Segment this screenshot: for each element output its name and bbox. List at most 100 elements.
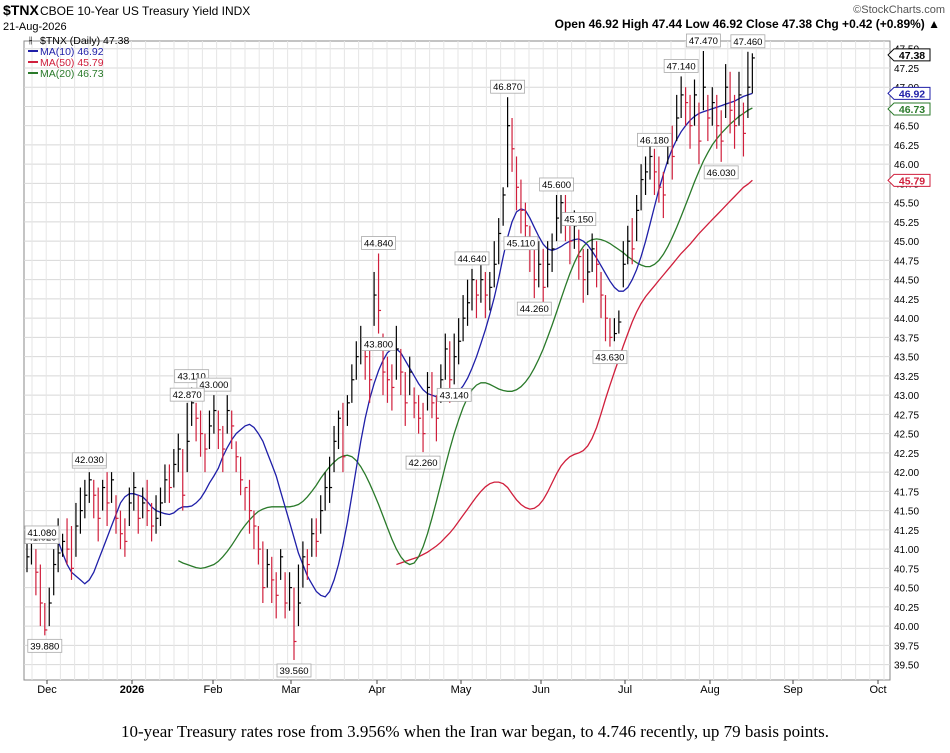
ohlc-bar: [471, 268, 475, 311]
ohlc-bar: [511, 117, 515, 172]
ohlc-bar: [578, 229, 582, 280]
ohlc-bar: [729, 71, 733, 134]
annotation-text: 46.870: [493, 82, 522, 93]
annotation-text: 41.080: [27, 528, 56, 539]
ohlc-bar: [613, 318, 617, 342]
ohlc-bar: [716, 94, 720, 149]
annotation-box: [592, 350, 628, 365]
ohlc-bar: [315, 518, 319, 557]
ohlc-bar: [146, 479, 150, 527]
y-tick-label: 41.25: [894, 526, 919, 537]
ohlc-bar: [204, 433, 208, 473]
legend-label: MA(10) 46.92: [40, 46, 104, 58]
annotation-box: [686, 33, 721, 48]
ohlc-bar: [493, 241, 497, 288]
legend-label: MA(50) 45.79: [40, 57, 104, 69]
ohlc-bar: [306, 549, 310, 580]
x-tick-label: Dec: [37, 684, 57, 696]
ohlc-bar: [284, 572, 288, 619]
annotation-box: [663, 59, 699, 73]
annotation-label: 45.110: [503, 236, 539, 251]
ohlc-bar: [110, 472, 115, 503]
ohlc-bar: [377, 253, 382, 334]
ohlc-bar: [337, 410, 341, 450]
ohlc-bar: [466, 279, 471, 326]
annotation-box: [361, 236, 396, 250]
ohlc-bar: [747, 51, 751, 118]
y-tick-label: 46.00: [894, 160, 919, 171]
annotation-box: [561, 212, 597, 227]
ohlc-bar: [369, 348, 373, 403]
annotation-box: [71, 452, 107, 467]
annotation-label: 39.560: [276, 663, 312, 678]
ohlc-bar: [560, 194, 564, 234]
ohlc-bar: [213, 395, 217, 434]
ohlc-bar: [662, 171, 666, 219]
plot-frame: [23, 40, 891, 681]
ohlc-bar: [591, 233, 595, 272]
ohlc-bar: [595, 241, 600, 288]
y-tick-label: 41.00: [894, 545, 919, 556]
ohlc-bar: [177, 433, 181, 473]
ohlc-bar: [373, 271, 377, 326]
ohlc-bar: [151, 502, 155, 542]
y-tick-label: 42.50: [894, 430, 919, 441]
y-tick-label: 46.50: [894, 122, 919, 133]
ohlc-bar: [475, 279, 479, 319]
ohlc-bar: [164, 464, 168, 503]
annotation-label: 42.870: [169, 387, 205, 402]
ohlc-bar: [489, 271, 493, 311]
ohlc-bar: [649, 141, 653, 180]
annotation-text: 47.470: [689, 36, 718, 47]
annotation-text: 43.140: [440, 390, 469, 401]
ohlc-bar: [342, 402, 346, 473]
ohlc-bar: [693, 79, 697, 126]
ohlc-bar: [302, 541, 306, 588]
ohlc-bar: [280, 549, 284, 580]
ohlc-bar: [658, 156, 662, 203]
annotation-text: 44.840: [364, 238, 393, 249]
ohlc-bar: [413, 387, 417, 419]
ohlc-bar: [711, 87, 715, 126]
ohlc-bar: [484, 271, 488, 319]
annotation-label: 43.140: [436, 387, 472, 402]
annotation-box: [405, 455, 441, 470]
annotation-box: [503, 236, 539, 251]
annotation-text: 46.180: [640, 135, 669, 146]
ohlc-bar: [627, 225, 631, 265]
annotation-label: 43.630: [592, 350, 628, 365]
ohlc-bar: [142, 487, 146, 519]
annotation-text: 44.640: [457, 254, 486, 265]
ohlc-bar: [644, 156, 649, 195]
y-tick-label: 40.25: [894, 603, 919, 614]
annotation-box: [196, 377, 232, 392]
annotation-text: 46.030: [707, 168, 736, 179]
ohlc-bar: [208, 410, 212, 450]
ohlc-bar: [462, 295, 466, 342]
ohlc-bar: [275, 572, 279, 619]
ohlc-bar: [235, 441, 239, 473]
ohlc-bar: [738, 71, 742, 126]
ohlc-bar: [707, 94, 711, 142]
ohlc-bar: [173, 449, 177, 488]
annotation-box: [454, 251, 490, 266]
annotation-label: 39.880: [27, 638, 63, 653]
ohlc-bar: [53, 549, 57, 596]
ohlc-bar: [533, 241, 537, 299]
annotation-text: 45.600: [542, 180, 571, 191]
ohlc-bar: [199, 410, 204, 457]
ohlc-bar: [79, 487, 83, 534]
ohlc-bar: [622, 241, 626, 288]
price-tag-text: 46.92: [899, 88, 925, 100]
price-tag-box: [887, 86, 931, 100]
annotation-text: 43.000: [199, 380, 228, 391]
annotation-label: 43.800: [361, 337, 396, 351]
ohlc-bar: [400, 348, 404, 396]
ohlc-bar: [346, 395, 350, 426]
ohlc-bar: [684, 87, 689, 126]
y-tick-label: 42.25: [894, 449, 919, 460]
annotation-text: 42.260: [409, 458, 438, 469]
chart-date: 21-Aug-2026: [3, 21, 67, 33]
annotation-label: 46.180: [637, 132, 672, 147]
